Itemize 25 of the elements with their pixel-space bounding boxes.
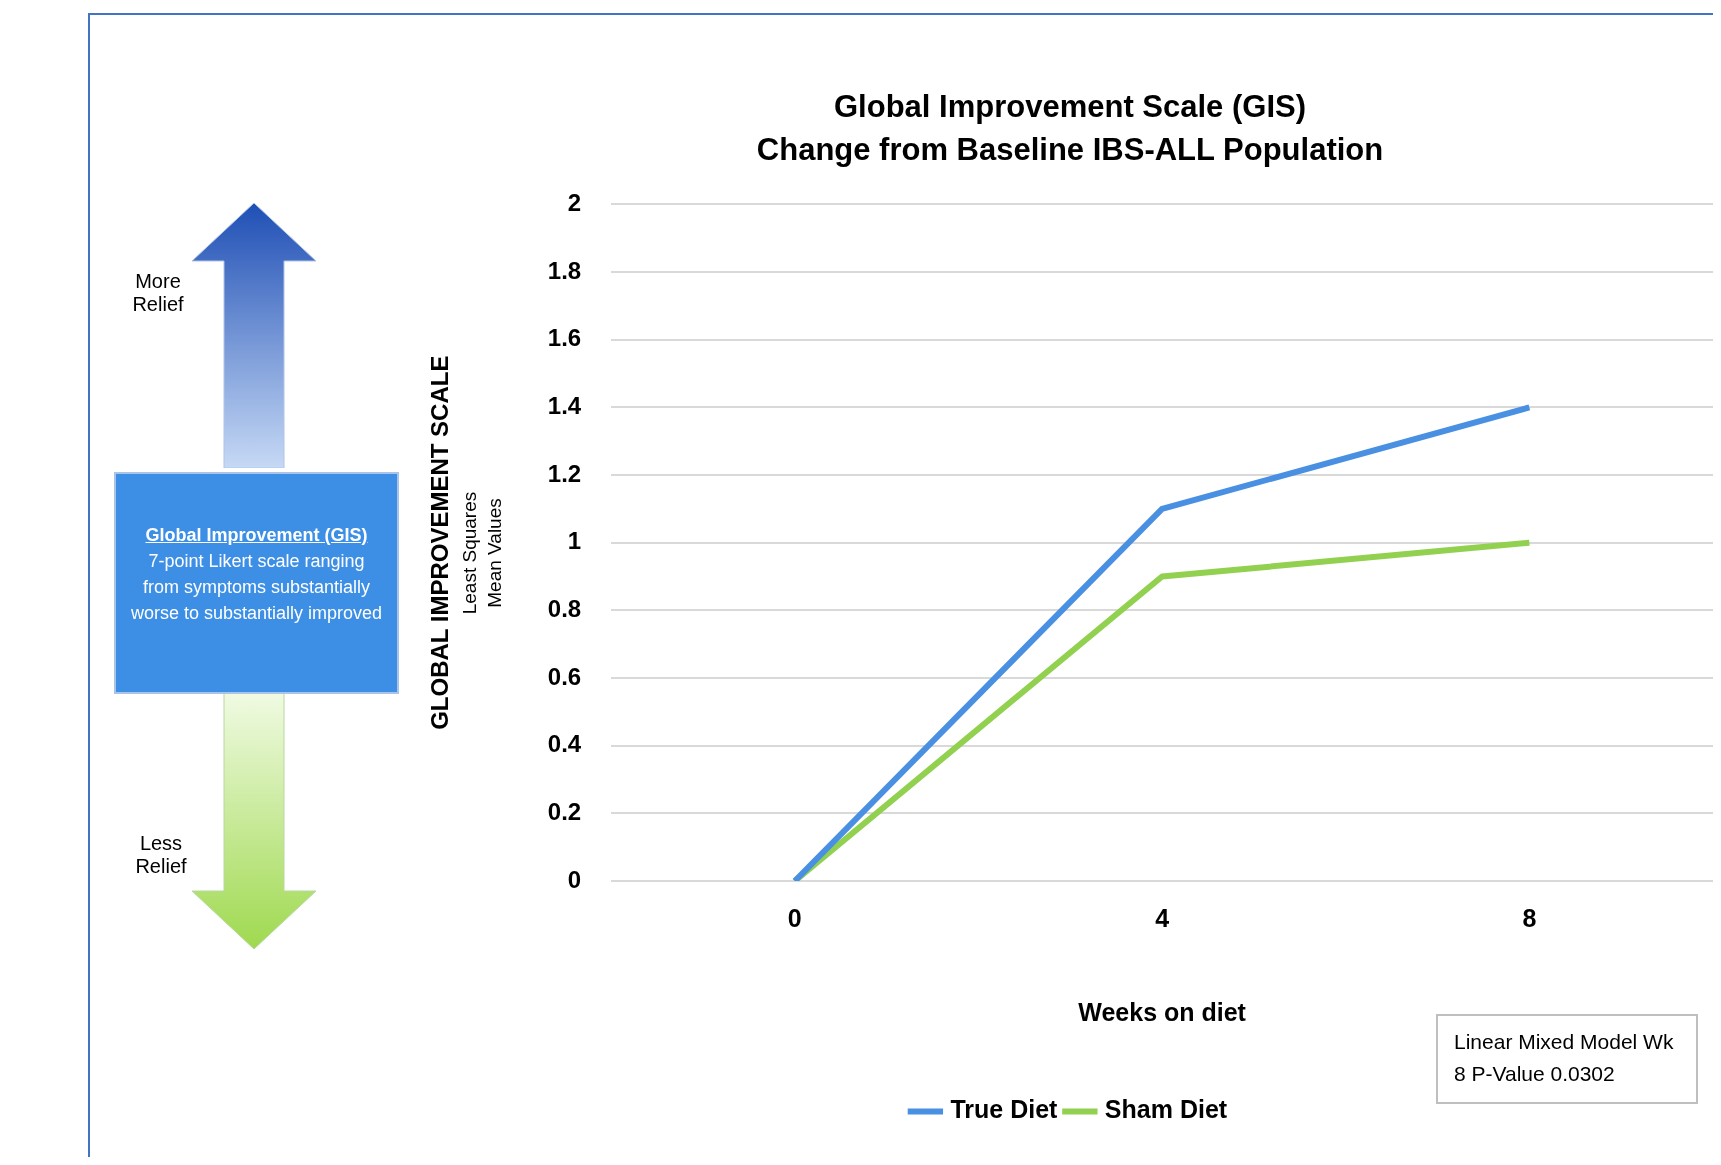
y-tick-label: 2 bbox=[567, 189, 582, 217]
y-tick-label: 0.8 bbox=[547, 594, 582, 622]
chart-subtitle: Change from Baseline IBS-ALL Population bbox=[756, 132, 1384, 168]
y-tick-label: 1.6 bbox=[547, 324, 582, 352]
x-tick-label: 8 bbox=[1522, 903, 1537, 932]
y-tick-label: 1.4 bbox=[547, 392, 582, 420]
x-axis-title: Weeks on diet bbox=[1078, 997, 1247, 1026]
text: Less Relief bbox=[134, 832, 188, 878]
legend-label: Sham Diet bbox=[1104, 1095, 1228, 1124]
info-panel: Global Improvement (GIS) 7-point Likert scale ranging from symptoms substantially worse to substantially improved bbox=[114, 472, 399, 694]
y-tick-label: 0.6 bbox=[547, 662, 582, 690]
y-axis-title: GLOBAL IMPROVEMENT SCALE bbox=[426, 355, 454, 730]
x-tick-label: 0 bbox=[787, 903, 802, 932]
y-tick-label: 1 bbox=[567, 527, 582, 555]
legend-label: True Diet bbox=[950, 1095, 1059, 1124]
y-tick-label: 0.4 bbox=[547, 730, 582, 758]
y-tick-label: 1.2 bbox=[547, 459, 582, 487]
x-tick-label: 4 bbox=[1155, 903, 1170, 932]
text: Linear Mixed Model Wk 8 P-Value 0.0302 bbox=[1436, 1014, 1698, 1104]
y-tick-label: 1.8 bbox=[547, 256, 582, 284]
y-tick-label: 0.2 bbox=[547, 797, 582, 825]
text: Least Squares Mean Values bbox=[458, 490, 506, 617]
chart-title: Global Improvement Scale (GIS) bbox=[833, 89, 1307, 125]
y-tick-label: 0 bbox=[567, 865, 582, 893]
text: More Relief bbox=[131, 270, 185, 316]
